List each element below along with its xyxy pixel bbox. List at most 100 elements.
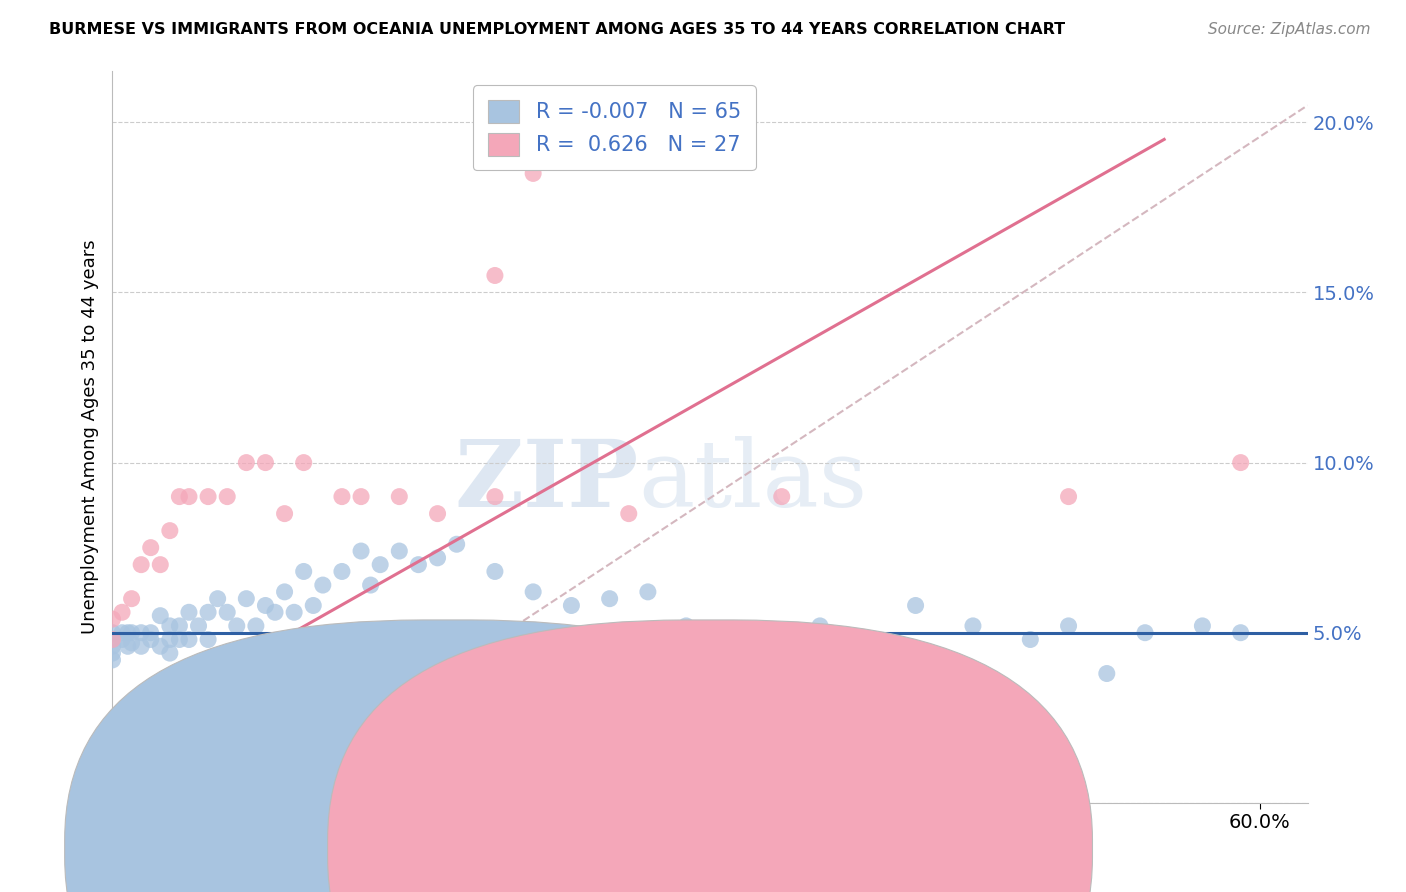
- Point: [264, 605, 287, 619]
- Point: [292, 565, 315, 579]
- Point: [273, 585, 295, 599]
- Point: [484, 268, 506, 283]
- Point: [235, 456, 257, 470]
- Point: [121, 591, 143, 606]
- Point: [713, 694, 735, 708]
- Point: [129, 640, 152, 654]
- Point: [560, 599, 582, 613]
- Point: [330, 490, 353, 504]
- Point: [121, 636, 143, 650]
- Point: [330, 565, 353, 579]
- Point: [129, 625, 152, 640]
- Point: [197, 605, 219, 619]
- Point: [101, 640, 124, 654]
- Point: [770, 653, 793, 667]
- Point: [368, 558, 391, 572]
- Point: [1229, 625, 1251, 640]
- Point: [770, 490, 793, 504]
- Point: [637, 585, 659, 599]
- Point: [159, 646, 181, 660]
- Legend: R = -0.007   N = 65, R =  0.626   N = 27: R = -0.007 N = 65, R = 0.626 N = 27: [474, 86, 755, 170]
- Point: [139, 541, 162, 555]
- Point: [169, 632, 191, 647]
- Point: [101, 632, 124, 647]
- Point: [149, 608, 172, 623]
- Point: [866, 694, 889, 708]
- Point: [522, 585, 544, 599]
- Point: [187, 619, 209, 633]
- Point: [446, 537, 468, 551]
- Point: [283, 605, 305, 619]
- Point: [388, 490, 411, 504]
- Point: [117, 640, 139, 654]
- Point: [599, 591, 621, 606]
- Point: [292, 456, 315, 470]
- Text: BURMESE VS IMMIGRANTS FROM OCEANIA UNEMPLOYMENT AMONG AGES 35 TO 44 YEARS CORREL: BURMESE VS IMMIGRANTS FROM OCEANIA UNEMP…: [49, 22, 1066, 37]
- Point: [159, 632, 181, 647]
- Point: [484, 490, 506, 504]
- Text: Immigrants from Oceania: Immigrants from Oceania: [679, 847, 908, 864]
- Point: [101, 625, 124, 640]
- Y-axis label: Unemployment Among Ages 35 to 44 years: Unemployment Among Ages 35 to 44 years: [80, 240, 98, 634]
- Point: [111, 625, 134, 640]
- Point: [197, 632, 219, 647]
- Point: [388, 544, 411, 558]
- Point: [350, 544, 373, 558]
- Point: [426, 550, 449, 565]
- Point: [484, 565, 506, 579]
- Point: [1057, 490, 1080, 504]
- Point: [225, 619, 247, 633]
- Point: [149, 640, 172, 654]
- Point: [1019, 632, 1042, 647]
- Point: [962, 619, 984, 633]
- Point: [522, 166, 544, 180]
- Point: [101, 653, 124, 667]
- Point: [245, 619, 267, 633]
- Point: [408, 558, 430, 572]
- Point: [149, 558, 172, 572]
- Point: [350, 490, 373, 504]
- Point: [904, 599, 927, 613]
- Point: [1057, 619, 1080, 633]
- Point: [197, 490, 219, 504]
- Point: [254, 456, 277, 470]
- Point: [111, 632, 134, 647]
- Point: [177, 632, 200, 647]
- Point: [139, 632, 162, 647]
- Point: [1229, 456, 1251, 470]
- FancyBboxPatch shape: [65, 620, 830, 892]
- Point: [207, 591, 229, 606]
- Point: [235, 591, 257, 606]
- Point: [121, 625, 143, 640]
- Point: [675, 619, 697, 633]
- Point: [360, 578, 382, 592]
- Point: [177, 605, 200, 619]
- Point: [117, 625, 139, 640]
- Point: [129, 558, 152, 572]
- Point: [159, 619, 181, 633]
- Point: [139, 625, 162, 640]
- Point: [159, 524, 181, 538]
- FancyBboxPatch shape: [328, 620, 1092, 892]
- Point: [1191, 619, 1213, 633]
- Point: [312, 578, 335, 592]
- Point: [169, 490, 191, 504]
- Text: atlas: atlas: [638, 436, 868, 526]
- Point: [617, 507, 640, 521]
- Point: [426, 507, 449, 521]
- Point: [101, 612, 124, 626]
- Point: [111, 605, 134, 619]
- Text: Source: ZipAtlas.com: Source: ZipAtlas.com: [1208, 22, 1371, 37]
- Point: [1095, 666, 1118, 681]
- Point: [808, 619, 831, 633]
- Point: [254, 599, 277, 613]
- Point: [169, 619, 191, 633]
- Point: [217, 490, 239, 504]
- Point: [217, 605, 239, 619]
- Point: [177, 490, 200, 504]
- Point: [302, 599, 325, 613]
- Text: Burmese: Burmese: [491, 847, 571, 864]
- Point: [101, 632, 124, 647]
- Point: [1133, 625, 1156, 640]
- Text: ZIP: ZIP: [454, 436, 638, 526]
